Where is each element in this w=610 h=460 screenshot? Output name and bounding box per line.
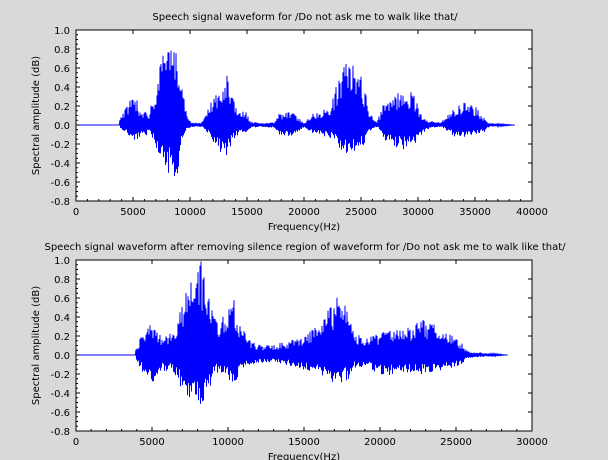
bottom-y-tick-label: 0.4 [54,313,70,324]
top-x-tick-label: 15000 [231,207,263,218]
bottom-y-tick-label: -0.8 [50,427,70,438]
top-y-tick-label: -0.6 [50,178,70,189]
bottom-x-tick-label: 15000 [288,437,320,448]
top-x-tick-label: 20000 [288,207,320,218]
bottom-y-tick-label: -0.2 [50,370,70,381]
bottom-x-tick-label: 5000 [139,437,164,448]
top-y-axis-label: Spectral amplitude (dB) [31,56,42,175]
bottom-chart-title: Speech signal waveform after removing si… [44,242,566,253]
window-edge [608,0,610,460]
bottom-y-tick-label: -0.4 [50,389,70,400]
top-y-tick-label: 1.0 [54,26,70,37]
top-x-tick-label: 5000 [120,207,145,218]
top-chart-title: Speech signal waveform for /Do not ask m… [152,12,458,23]
bottom-x-axis-label: Frequency(Hz) [268,452,340,460]
top-x-tick-label: 25000 [345,207,377,218]
top-x-tick-label: 35000 [459,207,491,218]
bottom-waveform-series [76,261,508,404]
top-y-tick-label: 0.0 [54,121,70,132]
top-y-tick-label: -0.4 [50,159,70,170]
top-y-tick-label: -0.2 [50,140,70,151]
bottom-y-tick-label: 1.0 [54,256,70,267]
top-chart: Speech signal waveform for /Do not ask m… [31,12,548,233]
bottom-y-tick-label: 0.0 [54,351,70,362]
top-y-tick-label: -0.8 [50,197,70,208]
top-y-tick-label: 0.2 [54,102,70,113]
top-axes: 0 5000 10000 15000 20000 25000 30000 35000 40000… [50,26,547,218]
top-waveform-series [76,50,515,176]
bottom-y-tick-label: -0.6 [50,408,70,419]
bottom-chart: Speech signal waveform after removing si… [31,242,566,460]
top-x-tick-label: 0 [73,207,79,218]
bottom-y-axis-label: Spectral amplitude (dB) [31,286,42,405]
top-x-tick-label: 30000 [402,207,434,218]
bottom-y-tick-label: 0.6 [54,294,70,305]
top-y-tick-label: 0.6 [54,64,70,75]
bottom-x-tick-label: 30000 [516,437,548,448]
top-x-axis-label: Frequency(Hz) [268,222,340,233]
bottom-x-tick-label: 20000 [364,437,396,448]
bottom-x-tick-label: 0 [73,437,79,448]
top-x-tick-label: 40000 [516,207,548,218]
top-y-tick-label: 0.8 [54,45,70,56]
bottom-y-tick-label: 0.8 [54,275,70,286]
bottom-axes: 0 5000 10000 15000 20000 25000 30000 -0.8 -0.6 -0… [50,256,547,448]
bottom-x-tick-label: 10000 [212,437,244,448]
bottom-x-tick-label: 25000 [440,437,472,448]
top-y-tick-label: 0.4 [54,83,70,94]
top-x-tick-label: 10000 [174,207,206,218]
bottom-y-tick-label: 0.2 [54,332,70,343]
